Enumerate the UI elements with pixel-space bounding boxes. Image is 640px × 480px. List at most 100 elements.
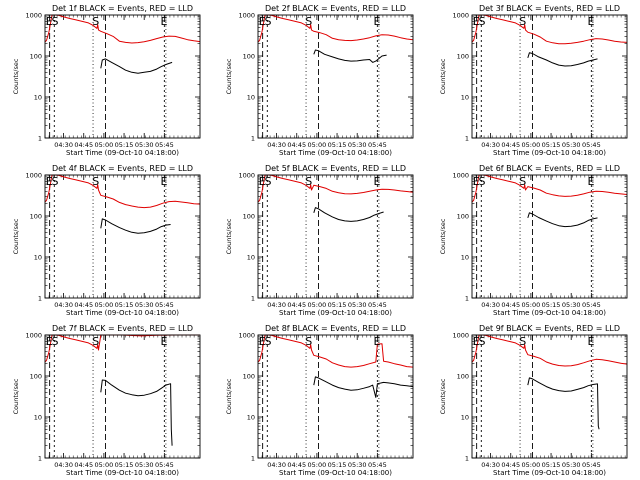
lld-series-line [471, 334, 628, 367]
x-tick-label: 05:00 [308, 461, 327, 469]
y-axis-label: Counts/sec [439, 378, 447, 414]
chart-panel-6: Det 6f BLACK = Events, RED = LLD Counts/s… [439, 164, 628, 317]
x-tick-label: 05:15 [115, 301, 134, 309]
x-tick-label: 05:45 [368, 301, 387, 309]
lld-series-line [257, 14, 414, 43]
event-marker-label: S [52, 15, 59, 28]
x-axis-label: Start Time (09-Oct-10 04:18:00) [66, 309, 179, 317]
chart-title: Det 6f BLACK = Events, RED = LLD [479, 164, 620, 173]
x-tick-label: 05:15 [328, 301, 347, 309]
x-tick-label: 04:30 [267, 141, 286, 149]
x-tick-label: 04:30 [54, 301, 73, 309]
x-tick-label: 05:00 [522, 301, 541, 309]
y-tick-label: 100 [243, 373, 255, 381]
x-tick-label: 05:30 [562, 461, 581, 469]
y-tick-label: 1000 [452, 332, 469, 340]
x-axis-label: Start Time (09-Oct-10 04:18:00) [279, 469, 392, 477]
y-axis-label: Counts/sec [439, 58, 447, 94]
y-tick-label: 1 [38, 295, 42, 303]
x-tick-label: 04:30 [267, 461, 286, 469]
event-marker-label: E [160, 335, 167, 348]
event-marker-label: E [160, 175, 167, 188]
y-tick-label: 1 [38, 135, 42, 143]
event-marker-label: E [373, 335, 380, 348]
event-marker-label: S [52, 335, 59, 348]
x-tick-label: 05:00 [522, 141, 541, 149]
event-marker-label: S [265, 175, 272, 188]
y-tick-label: 1000 [238, 12, 255, 20]
x-axis-label: Start Time (09-Oct-10 04:18:00) [493, 469, 606, 477]
x-tick-label: 04:45 [501, 461, 520, 469]
plot-frame [257, 14, 414, 139]
x-tick-label: 05:15 [328, 461, 347, 469]
chart-title: Det 8f BLACK = Events, RED = LLD [265, 324, 406, 333]
y-tick-label: 100 [457, 373, 469, 381]
x-tick-label: 05:15 [542, 461, 561, 469]
y-tick-label: 100 [30, 53, 42, 61]
y-axis-label: Counts/sec [439, 218, 447, 254]
y-tick-label: 1 [251, 135, 255, 143]
x-tick-label: 05:15 [542, 301, 561, 309]
y-tick-label: 10 [461, 414, 469, 422]
x-tick-label: 04:30 [481, 301, 500, 309]
y-tick-label: 1000 [452, 12, 469, 20]
x-tick-label: 05:15 [115, 141, 134, 149]
event-marker-label: S [479, 15, 486, 28]
y-tick-label: 100 [30, 213, 42, 221]
x-tick-label: 05:00 [95, 301, 114, 309]
chart-panel-3: Det 3f BLACK = Events, RED = LLD Counts/s… [439, 4, 628, 157]
lld-series-line [471, 14, 628, 45]
plot-frame [471, 174, 628, 299]
plot-frame [471, 334, 628, 459]
x-tick-label: 05:45 [368, 461, 387, 469]
lld-series-line [471, 174, 628, 203]
y-tick-label: 1 [251, 455, 255, 463]
events-series-line [527, 52, 598, 67]
x-tick-label: 04:30 [54, 141, 73, 149]
y-tick-label: 10 [34, 94, 42, 102]
event-marker-label: E [46, 335, 53, 348]
x-tick-label: 04:45 [74, 141, 93, 149]
x-axis-label: Start Time (09-Oct-10 04:18:00) [66, 469, 179, 477]
lld-series-line [44, 14, 201, 44]
x-tick-label: 05:30 [348, 301, 367, 309]
event-marker-label: E [587, 175, 594, 188]
x-tick-label: 05:15 [328, 141, 347, 149]
y-axis-label: Counts/sec [225, 378, 233, 414]
event-marker-label: S [479, 175, 486, 188]
y-axis-label: Counts/sec [12, 378, 20, 414]
x-tick-label: 04:45 [287, 141, 306, 149]
event-marker-label: E [473, 175, 480, 188]
y-axis-label: Counts/sec [225, 218, 233, 254]
x-tick-label: 04:45 [287, 301, 306, 309]
x-tick-label: 04:45 [501, 301, 520, 309]
x-tick-label: 05:45 [155, 141, 174, 149]
events-series-line [100, 58, 173, 74]
events-series-line [313, 376, 414, 398]
event-marker-label: S [479, 335, 486, 348]
x-tick-label: 04:30 [481, 461, 500, 469]
event-marker-label: E [587, 15, 594, 28]
plot-frame [44, 14, 201, 139]
chart-title: Det 4f BLACK = Events, RED = LLD [52, 164, 193, 173]
x-tick-label: 04:45 [74, 461, 93, 469]
events-series-line [527, 212, 598, 228]
chart-panel-5: Det 5f BLACK = Events, RED = LLD Counts/s… [225, 164, 414, 317]
y-axis-label: Counts/sec [225, 58, 233, 94]
events-series-line [100, 379, 173, 446]
chart-title: Det 1f BLACK = Events, RED = LLD [52, 4, 193, 13]
event-marker-label: E [373, 175, 380, 188]
events-series-line [527, 377, 600, 430]
y-tick-label: 1 [465, 455, 469, 463]
events-series-line [313, 207, 384, 222]
event-marker-label: S [519, 175, 526, 188]
y-tick-label: 100 [243, 213, 255, 221]
x-tick-label: 05:30 [562, 141, 581, 149]
x-tick-label: 04:30 [267, 301, 286, 309]
chart-title: Det 9f BLACK = Events, RED = LLD [479, 324, 620, 333]
x-tick-label: 05:30 [562, 301, 581, 309]
y-tick-label: 100 [243, 53, 255, 61]
y-tick-label: 100 [457, 213, 469, 221]
